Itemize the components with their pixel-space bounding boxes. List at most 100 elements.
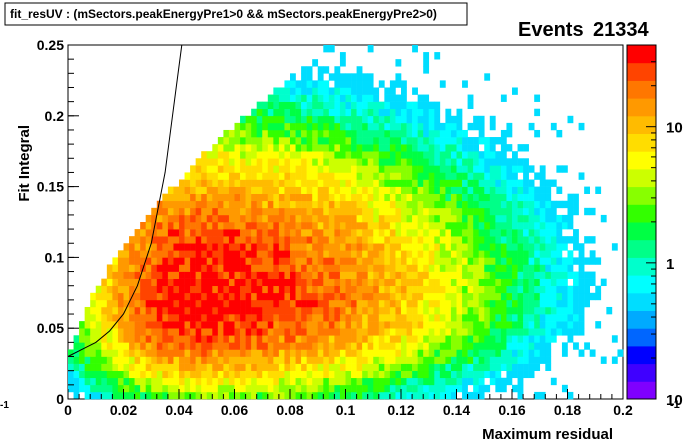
heatmap-cell — [251, 193, 257, 202]
heatmap-cell — [317, 377, 324, 386]
heatmap-cell — [184, 207, 191, 216]
heatmap-cell — [262, 356, 269, 364]
heatmap-cell — [367, 257, 374, 265]
heatmap-cell — [423, 356, 430, 364]
heatmap-cell — [217, 321, 224, 329]
heatmap-cell — [417, 115, 424, 124]
heatmap-cell — [434, 207, 441, 216]
heatmap-cell — [395, 342, 402, 350]
heatmap-cell — [184, 335, 191, 343]
heatmap-cell — [423, 165, 430, 173]
heatmap-cell — [290, 391, 296, 400]
heatmap-cell — [523, 299, 529, 308]
colorbar-segment — [627, 257, 656, 276]
heatmap-cell — [406, 193, 413, 202]
heatmap-cell — [245, 306, 252, 315]
heatmap-cell — [345, 186, 352, 194]
heatmap-cell — [450, 186, 457, 194]
heatmap-cell — [478, 214, 485, 223]
heatmap-cell — [167, 335, 174, 343]
heatmap-cell — [378, 285, 385, 294]
heatmap-cell — [534, 285, 541, 294]
heatmap-cell — [401, 321, 407, 329]
heatmap-cell — [334, 186, 341, 194]
heatmap-cell — [273, 349, 280, 357]
heatmap-cell — [556, 328, 563, 336]
heatmap-cell — [240, 115, 246, 124]
heatmap-cell — [262, 314, 269, 322]
heatmap-cell — [561, 292, 568, 301]
heatmap-cell — [356, 186, 363, 194]
heatmap-cell — [456, 207, 463, 216]
heatmap-cell — [162, 193, 169, 202]
heatmap-cell — [295, 101, 302, 110]
heatmap-cell — [434, 151, 441, 159]
heatmap-cell — [417, 186, 424, 194]
heatmap-cell — [378, 370, 385, 379]
heatmap-cell — [339, 179, 346, 187]
heatmap-cell — [212, 151, 219, 159]
heatmap-cell — [345, 384, 352, 393]
heatmap-cell — [367, 108, 374, 117]
heatmap-cell — [395, 236, 402, 244]
heatmap-cell — [506, 144, 513, 152]
heatmap-cell — [123, 314, 130, 322]
heatmap-cell — [301, 214, 307, 223]
heatmap-cell — [201, 207, 208, 216]
heatmap-cell — [384, 370, 391, 379]
heatmap-cell — [295, 257, 302, 265]
heatmap-cell — [317, 200, 324, 209]
heatmap-cell — [217, 335, 224, 343]
heatmap-cell — [456, 214, 463, 223]
heatmap-cell — [467, 342, 474, 350]
heatmap-cell — [295, 377, 302, 386]
heatmap-cell — [240, 285, 246, 294]
heatmap-cell — [306, 356, 313, 364]
heatmap-cell — [401, 172, 407, 180]
heatmap-cell — [267, 299, 274, 308]
heatmap-cell — [445, 370, 452, 379]
heatmap-cell — [439, 179, 446, 187]
heatmap-cell — [334, 314, 341, 322]
heatmap-cell — [90, 363, 97, 371]
heatmap-cell — [234, 271, 241, 279]
heatmap-cell — [506, 222, 513, 230]
heatmap-cell — [167, 257, 174, 265]
heatmap-cell — [234, 151, 241, 159]
heatmap-cell — [234, 342, 241, 350]
heatmap-cell — [373, 243, 380, 251]
heatmap-cell — [439, 207, 446, 216]
heatmap-cell — [462, 250, 468, 258]
heatmap-cell — [384, 87, 391, 95]
heatmap-cell — [195, 292, 202, 301]
heatmap-cell — [167, 342, 174, 350]
heatmap-cell — [417, 94, 424, 102]
heatmap-cell — [184, 229, 191, 237]
heatmap-cell — [212, 193, 219, 202]
heatmap-cell — [240, 172, 246, 180]
heatmap-cell — [312, 137, 319, 145]
heatmap-cell — [334, 299, 341, 308]
heatmap-cell — [539, 243, 546, 251]
heatmap-cell — [156, 328, 163, 336]
heatmap-cell — [267, 271, 274, 279]
heatmap-cell — [428, 278, 435, 287]
heatmap-cell — [378, 335, 385, 343]
heatmap-cell — [384, 151, 391, 159]
heatmap-cell — [467, 349, 474, 357]
heatmap-cell — [506, 299, 513, 308]
heatmap-cell — [106, 299, 113, 308]
heatmap-cell — [273, 356, 280, 364]
heatmap-cell — [123, 342, 130, 350]
heatmap-cell — [389, 122, 396, 131]
heatmap-cell — [317, 165, 324, 173]
heatmap-cell — [512, 349, 518, 357]
heatmap-cell — [362, 243, 368, 251]
heatmap-cell — [212, 144, 219, 152]
heatmap-cell — [417, 236, 424, 244]
heatmap-cell — [306, 165, 313, 173]
heatmap-cell — [306, 314, 313, 322]
heatmap-cell — [384, 200, 391, 209]
heatmap-cell — [561, 328, 568, 336]
heatmap-cell — [484, 222, 491, 230]
